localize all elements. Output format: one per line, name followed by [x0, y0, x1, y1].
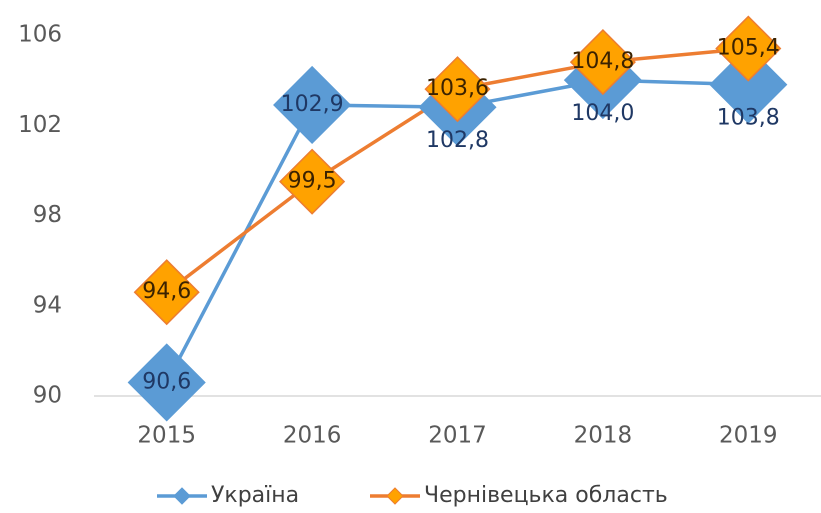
marker	[127, 343, 206, 422]
y-tick-label: 90	[33, 383, 62, 409]
y-tick-label: 106	[18, 22, 62, 48]
data-label: 104,8	[571, 49, 634, 74]
marker	[279, 148, 346, 215]
x-tick-label: 2015	[137, 423, 196, 449]
data-label: 104,0	[571, 101, 634, 126]
marker	[715, 15, 782, 82]
legend-label: Чернівецька область	[424, 483, 668, 508]
marker	[133, 259, 200, 326]
legend-marker	[173, 487, 191, 505]
marker	[569, 29, 636, 96]
y-tick-label: 98	[33, 202, 62, 228]
x-tick-label: 2016	[283, 423, 342, 449]
marker	[424, 56, 491, 123]
marker	[273, 65, 352, 145]
data-label: 102,8	[426, 128, 489, 153]
legend-label: Україна	[211, 483, 299, 508]
data-label: 105,4	[717, 36, 780, 61]
data-label: 99,5	[288, 169, 337, 194]
y-tick-label: 102	[18, 112, 62, 138]
marker	[709, 45, 788, 124]
x-tick-label: 2019	[719, 423, 778, 449]
x-tick-label: 2017	[428, 423, 487, 449]
data-label: 90,6	[142, 369, 191, 394]
data-label: 103,6	[426, 76, 489, 101]
y-tick-label: 94	[33, 292, 62, 318]
data-label: 103,8	[717, 106, 780, 131]
x-tick-label: 2018	[574, 423, 633, 449]
legend-marker	[386, 487, 404, 505]
data-label: 94,6	[142, 279, 191, 304]
data-label: 102,9	[281, 92, 344, 117]
